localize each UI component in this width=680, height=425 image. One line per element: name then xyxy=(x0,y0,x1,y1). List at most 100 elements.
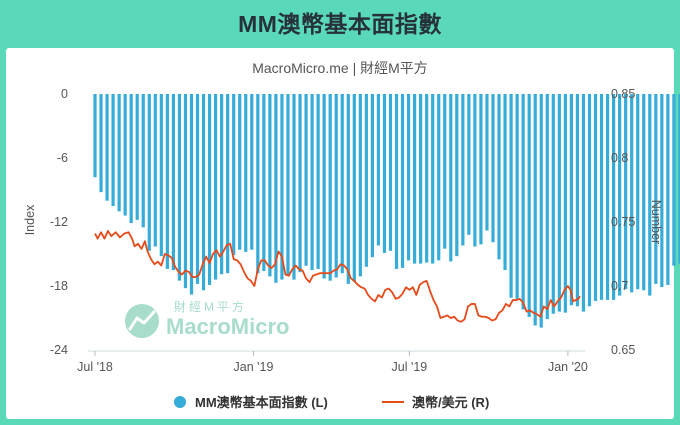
bar-mark xyxy=(461,94,465,246)
bar-mark xyxy=(443,94,447,249)
bar-mark xyxy=(527,94,531,317)
legend-item-bars[interactable]: MM澳幣基本面指數 (L) xyxy=(174,395,328,410)
bar-mark xyxy=(183,94,188,289)
bar-mark xyxy=(587,94,592,307)
left-tick-label: 0 xyxy=(61,87,68,101)
bar-mark xyxy=(605,94,610,300)
right-tick-label: 0.65 xyxy=(611,343,635,357)
bar-mark xyxy=(569,94,573,306)
legend-bars-label: MM澳幣基本面指數 (L) xyxy=(195,395,328,410)
bar-mark xyxy=(642,94,646,291)
chart-title: MM澳幣基本面指數 xyxy=(238,11,442,37)
watermark: 財經M平方 MacroMicro xyxy=(125,299,289,339)
bar-mark xyxy=(455,94,459,257)
bar-mark xyxy=(256,94,260,274)
bar-mark xyxy=(117,94,121,212)
bar-mark xyxy=(201,94,206,291)
right-tick-label: 0.75 xyxy=(611,215,635,229)
bar-mark xyxy=(630,94,634,293)
bar-mark xyxy=(413,94,417,264)
bar-mark xyxy=(165,94,169,269)
right-axis-ticks: 0.85 0.8 0.75 0.7 0.65 xyxy=(611,87,635,357)
bar-mark xyxy=(352,94,356,282)
bar-mark xyxy=(672,94,676,266)
bar-mark xyxy=(262,94,266,272)
bar-mark xyxy=(612,94,616,300)
left-axis-label: Index xyxy=(23,204,37,235)
right-tick-label: 0.8 xyxy=(611,151,628,165)
bar-mark xyxy=(581,94,586,312)
right-tick-label: 0.85 xyxy=(611,87,635,101)
bar-mark xyxy=(557,94,561,312)
bar-mark xyxy=(93,94,97,178)
watermark-logo-line xyxy=(128,310,156,331)
x-tick-label: Jul '18 xyxy=(77,360,113,374)
bar-mark xyxy=(515,94,519,299)
bar-mark xyxy=(328,94,332,281)
bar-mark xyxy=(575,94,580,307)
x-tick-label: Jul '19 xyxy=(392,360,428,374)
bar-mark xyxy=(189,94,194,295)
bar-mark xyxy=(171,94,175,270)
bar-mark xyxy=(129,94,133,224)
bar-mark xyxy=(214,94,218,280)
bar-mark xyxy=(280,94,284,280)
bar-mark xyxy=(654,94,658,284)
bar-mark xyxy=(636,94,640,290)
bar-mark xyxy=(479,94,483,245)
bar-mark xyxy=(207,94,212,285)
bar-mark xyxy=(238,94,242,250)
bar-mark xyxy=(545,94,549,320)
bar-mark xyxy=(382,94,387,253)
bar-mark xyxy=(250,94,254,250)
bar-mark xyxy=(400,94,405,268)
bar-mark xyxy=(286,94,290,276)
bar-mark xyxy=(99,94,103,193)
bar-mark xyxy=(473,94,477,247)
bar-mark xyxy=(624,94,628,290)
bar-mark xyxy=(406,94,411,261)
bar-mark xyxy=(147,94,151,251)
bar-mark xyxy=(509,94,513,298)
bar-mark xyxy=(437,94,441,261)
bar-mark xyxy=(177,94,182,281)
legend-item-line[interactable]: 澳幣/美元 (R) xyxy=(382,395,489,410)
bar-mark xyxy=(678,94,680,264)
bar-mark xyxy=(304,94,308,266)
bar-mark xyxy=(467,94,471,235)
bar-mark xyxy=(334,94,338,278)
bar-mark xyxy=(220,94,224,275)
bar-mark xyxy=(292,94,296,280)
bar-mark xyxy=(618,94,622,296)
bar-mark xyxy=(370,94,374,258)
bar-mark xyxy=(195,94,200,284)
bar-mark xyxy=(141,94,145,228)
bar-mark xyxy=(563,94,567,313)
left-tick-label: -6 xyxy=(57,151,68,165)
x-tick-label: Jan '20 xyxy=(548,360,588,374)
legend-line-label: 澳幣/美元 (R) xyxy=(412,395,489,410)
watermark-en: MacroMicro xyxy=(166,314,289,339)
bar-mark xyxy=(159,94,163,257)
bar-mark xyxy=(593,94,598,301)
bar-mark xyxy=(135,94,139,220)
bar-mark xyxy=(648,94,652,296)
bar-mark xyxy=(419,94,423,264)
x-tick-label: Jan '19 xyxy=(234,360,274,374)
bar-mark xyxy=(123,94,127,216)
bar-mark xyxy=(346,94,350,284)
legend-bars-marker xyxy=(174,396,186,408)
bar-mark xyxy=(521,94,525,310)
bar-mark xyxy=(268,94,272,277)
bar-mark xyxy=(310,94,314,270)
bar-mark xyxy=(503,94,507,270)
right-tick-label: 0.7 xyxy=(611,279,628,293)
bar-mark xyxy=(660,94,664,288)
bar-mark xyxy=(551,94,555,314)
bar-mark xyxy=(340,94,344,274)
bar-mark xyxy=(425,94,429,263)
bar-mark xyxy=(599,94,604,300)
bar-mark xyxy=(431,94,435,264)
bar-mark xyxy=(666,94,670,285)
